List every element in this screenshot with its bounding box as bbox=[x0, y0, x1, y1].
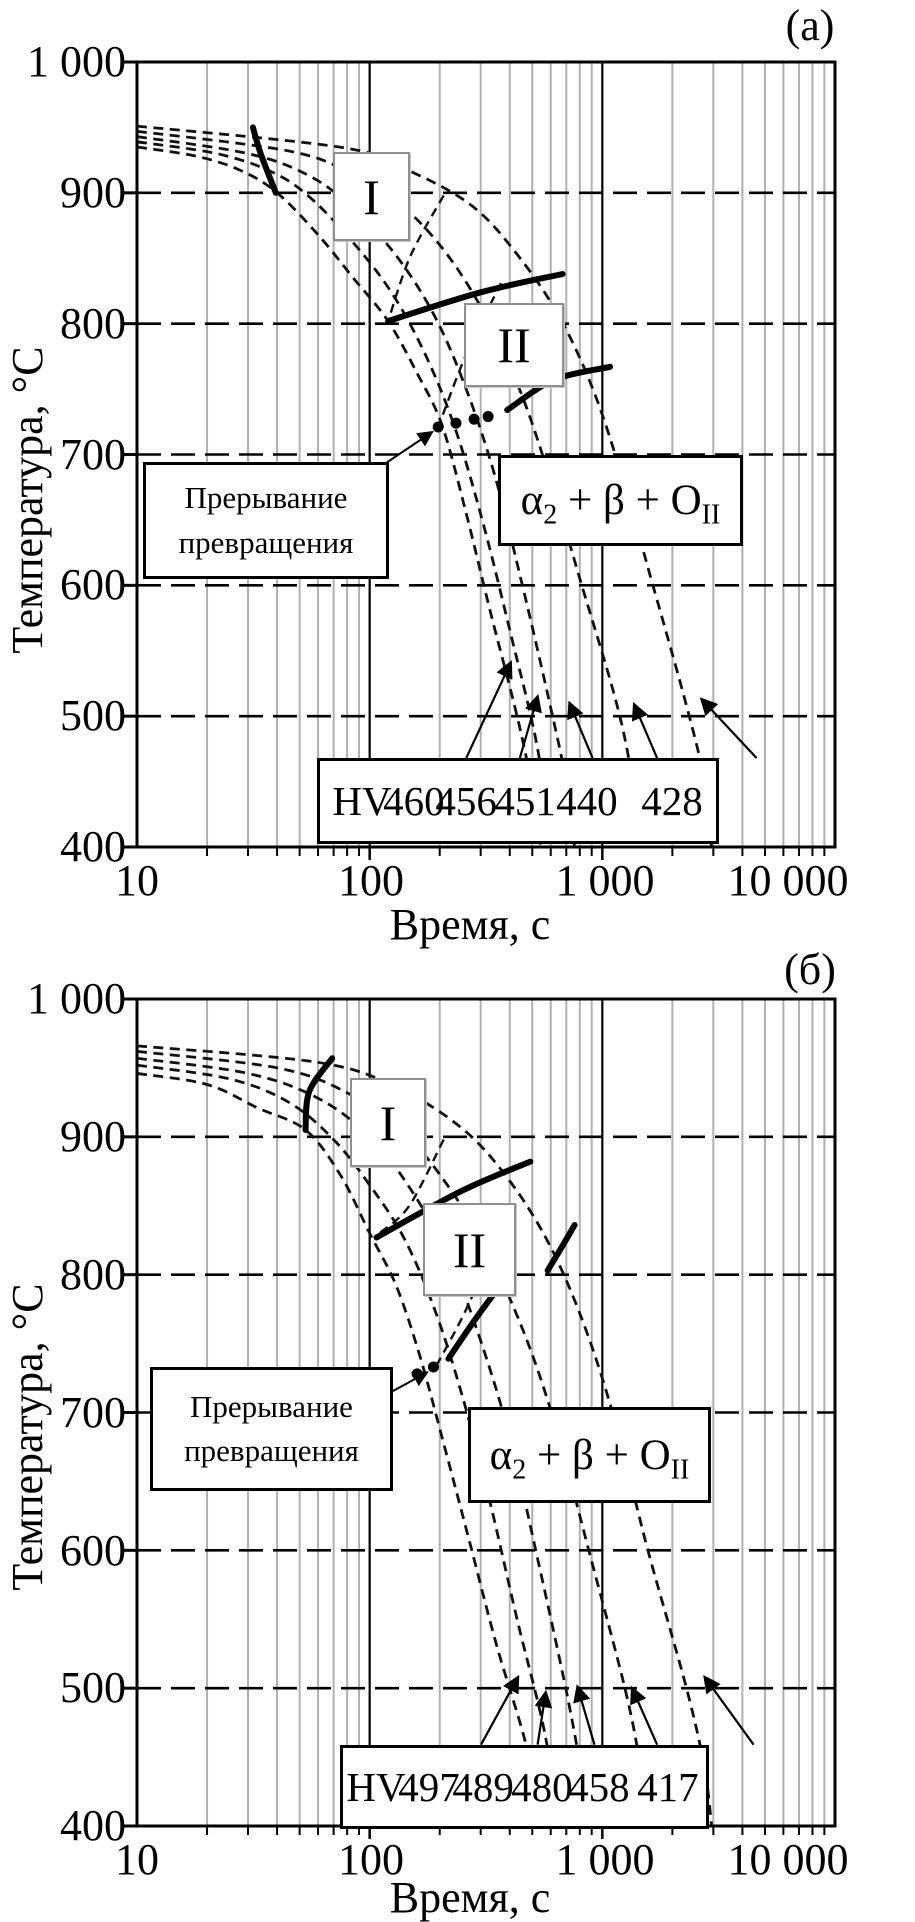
panel-a-label: (а) bbox=[785, 1, 835, 50]
hardness-values-box: HV 460 456 451 440 428 bbox=[317, 758, 719, 844]
phase-label-box: α2 + β + OII bbox=[468, 1407, 711, 1503]
phase-label: α2 + β + OII bbox=[520, 477, 721, 531]
y-axis-title: Температура, °С bbox=[3, 346, 52, 654]
region-i-box: I bbox=[333, 152, 410, 241]
hv-value: 497 bbox=[398, 1764, 460, 1810]
x-tick-label: 100 bbox=[338, 856, 404, 905]
phase-label: α2 + β + OII bbox=[489, 1431, 690, 1486]
y-tick-label: 800 bbox=[60, 1250, 126, 1299]
y-tick-label: 1 000 bbox=[27, 974, 126, 1023]
x-tick-label: 1 000 bbox=[555, 1835, 655, 1884]
x-axis-title: Время, с bbox=[389, 1873, 551, 1922]
hv-prefix: HV bbox=[346, 1764, 406, 1810]
panel-b-label: (б) bbox=[784, 945, 836, 994]
y-tick-label: 800 bbox=[60, 299, 126, 348]
hv-value: 417 bbox=[637, 1764, 699, 1810]
y-tick-label: 700 bbox=[60, 1388, 126, 1437]
x-tick-label: 1 000 bbox=[555, 856, 655, 905]
hv-value: 480 bbox=[511, 1764, 573, 1810]
hv-value: 489 bbox=[452, 1764, 514, 1810]
hv-value: 428 bbox=[641, 778, 703, 824]
phase-label-box: α2 + β + OII bbox=[498, 455, 743, 546]
interruption-note-box: Прерывание превращения bbox=[143, 462, 389, 579]
region-i-label: I bbox=[363, 168, 380, 225]
interruption-note-line2: превращения bbox=[184, 1433, 359, 1468]
x-tick-label: 10 bbox=[115, 1835, 159, 1884]
y-axis-title: Температура, °С bbox=[3, 1283, 52, 1591]
y-tick-label: 500 bbox=[60, 691, 126, 740]
x-tick-label: 10 000 bbox=[727, 1835, 849, 1884]
region-ii-box: II bbox=[464, 303, 564, 387]
hv-value: 440 bbox=[556, 778, 618, 824]
y-tick-label: 700 bbox=[60, 430, 126, 479]
y-tick-label: 600 bbox=[60, 1526, 126, 1575]
x-tick-label: 10 000 bbox=[727, 856, 849, 905]
hv-value: 456 bbox=[435, 778, 497, 824]
x-axis-title: Время, с bbox=[389, 900, 551, 949]
x-tick-label: 100 bbox=[338, 1835, 404, 1884]
y-tick-label: 900 bbox=[60, 1112, 126, 1161]
y-tick-label: 900 bbox=[60, 168, 126, 217]
hv-prefix: HV bbox=[332, 778, 392, 824]
y-tick-label: 400 bbox=[60, 822, 126, 871]
region-ii-label: II bbox=[452, 1221, 487, 1278]
x-tick-label: 10 bbox=[115, 856, 159, 905]
interruption-note-line2: превращения bbox=[178, 524, 354, 560]
hardness-values-box: HV 497 489 480 458 417 bbox=[340, 1745, 709, 1829]
hv-value: 460 bbox=[383, 778, 445, 824]
interruption-note-line1: Прерывание bbox=[190, 1388, 353, 1424]
hv-value: 451 bbox=[494, 778, 556, 824]
interruption-note-box: Прерывание превращения bbox=[150, 1367, 393, 1491]
y-tick-label: 400 bbox=[60, 1801, 126, 1850]
region-ii-label: II bbox=[497, 317, 531, 373]
y-tick-label: 1 000 bbox=[27, 37, 126, 86]
region-i-box: I bbox=[350, 1078, 426, 1167]
hv-value: 458 bbox=[568, 1764, 630, 1810]
y-tick-label: 600 bbox=[60, 560, 126, 609]
interruption-note-line1: Прерывание bbox=[184, 480, 348, 516]
y-tick-label: 500 bbox=[60, 1663, 126, 1712]
region-i-label: I bbox=[379, 1094, 397, 1151]
region-ii-box: II bbox=[423, 1203, 516, 1296]
